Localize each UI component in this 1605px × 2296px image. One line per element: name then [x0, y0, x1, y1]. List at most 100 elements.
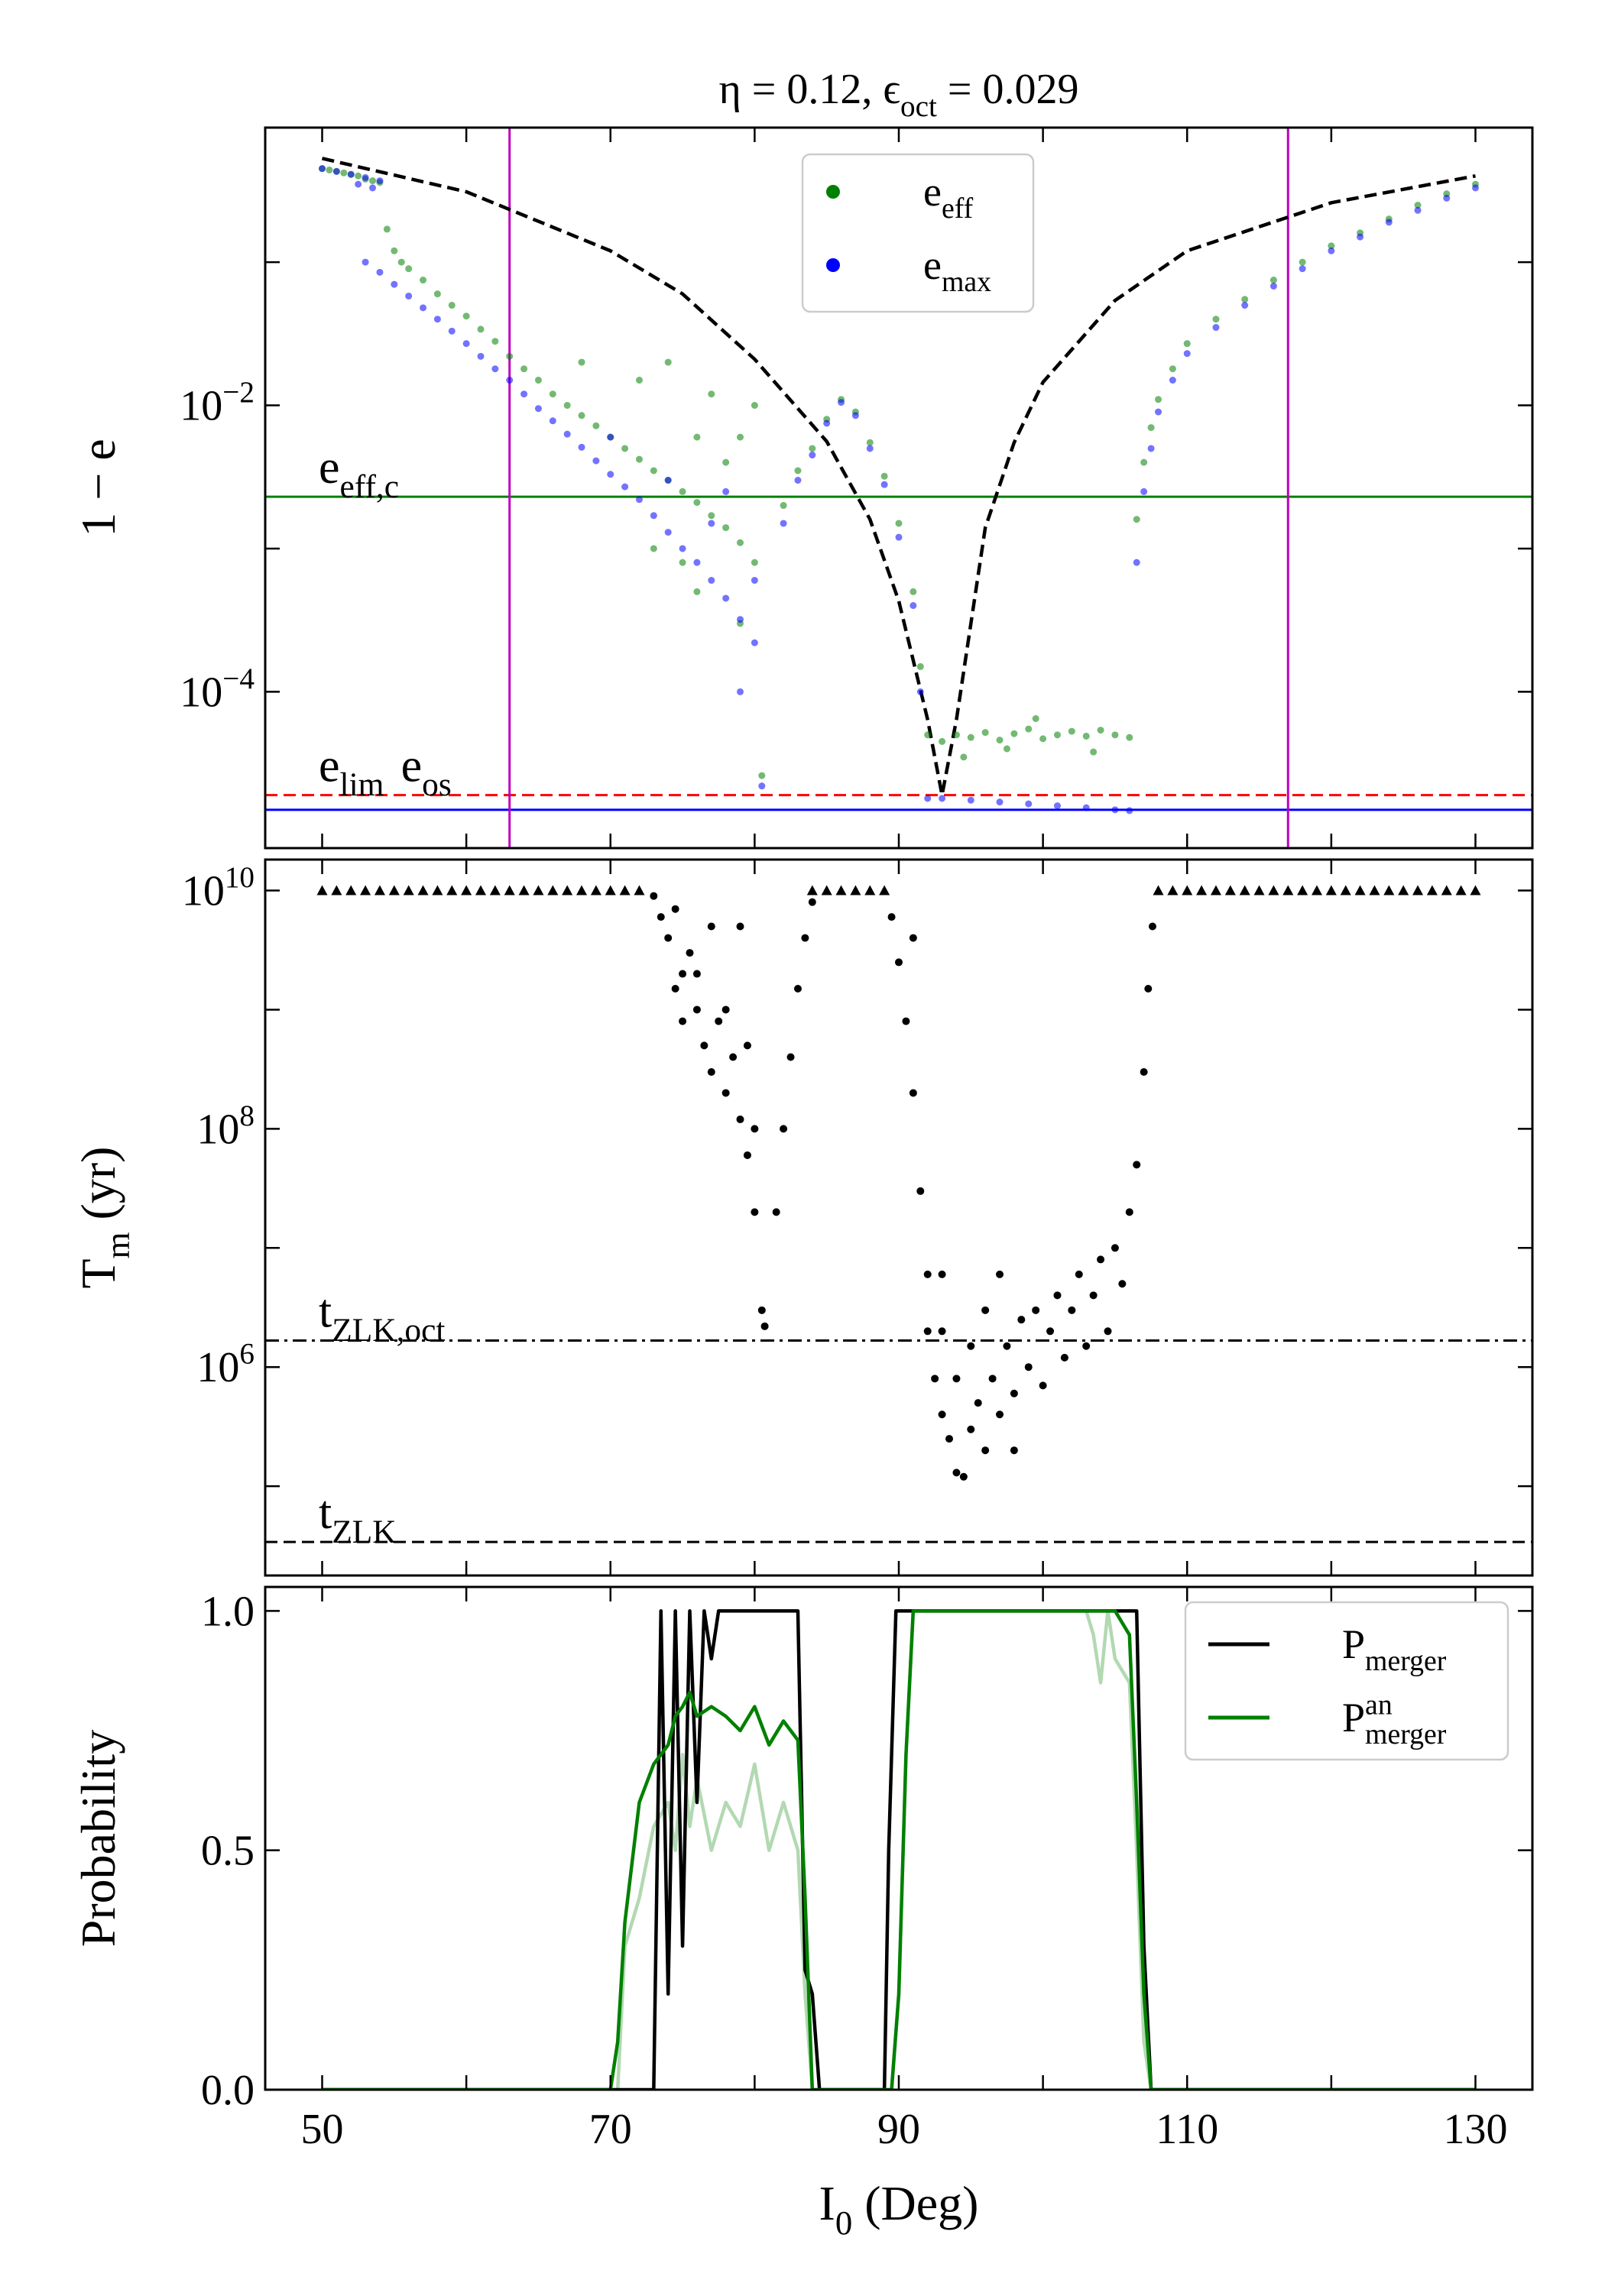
- point: [664, 477, 672, 484]
- point: [650, 512, 657, 520]
- triangle-point: [576, 885, 588, 895]
- point: [736, 922, 744, 931]
- point: [391, 280, 398, 288]
- point: [707, 922, 715, 931]
- point: [909, 602, 917, 610]
- triangle-point: [489, 885, 501, 895]
- point: [737, 616, 744, 623]
- point: [938, 1410, 946, 1419]
- axes-frame: [264, 1585, 1534, 2091]
- panel: Tm (yr) 1010 108 106 tZLK,oct tZLK: [71, 858, 1534, 1577]
- point: [988, 1375, 997, 1383]
- point: [1111, 806, 1119, 814]
- point: [1039, 1381, 1047, 1390]
- point: [938, 1270, 946, 1278]
- y-tick-label: 108: [196, 1099, 255, 1154]
- point: [1104, 1327, 1112, 1336]
- point: [809, 452, 816, 459]
- point: [851, 412, 859, 419]
- panel: η = 0.12, ϵoct = 0.029 1 − e 10−2 10−4 eeff,…: [71, 66, 1534, 850]
- point: [895, 520, 903, 527]
- triangle-point: [1167, 885, 1179, 895]
- point: [793, 985, 802, 993]
- triangle-point: [1340, 885, 1351, 895]
- point: [376, 268, 384, 276]
- point: [376, 177, 384, 185]
- triangle-point: [1239, 885, 1250, 895]
- point: [967, 1425, 975, 1433]
- point: [679, 1017, 687, 1025]
- point: [895, 958, 903, 967]
- point: [405, 265, 413, 273]
- point: [635, 377, 643, 384]
- point: [1010, 730, 1018, 737]
- point: [397, 258, 405, 266]
- point: [715, 1017, 723, 1025]
- point: [433, 290, 441, 298]
- point: [722, 458, 730, 466]
- triangle-point: [1412, 885, 1424, 895]
- point: [1068, 1306, 1076, 1314]
- legend-label: emax: [923, 242, 991, 298]
- point: [635, 496, 643, 504]
- point: [664, 934, 673, 942]
- point: [931, 1375, 939, 1383]
- point: [506, 352, 514, 360]
- point: [945, 1435, 954, 1443]
- point: [895, 533, 903, 541]
- point: [679, 970, 687, 978]
- point: [708, 512, 715, 520]
- reference-label: elim: [319, 740, 384, 804]
- point: [751, 559, 758, 566]
- reference-label: tZLK: [319, 1487, 397, 1550]
- point: [1111, 731, 1119, 739]
- triangle-point: [403, 885, 414, 895]
- point: [974, 1399, 982, 1407]
- triangle-point: [605, 885, 616, 895]
- point: [693, 433, 701, 441]
- legend-swatch: [826, 185, 840, 199]
- point: [960, 753, 968, 761]
- point: [462, 340, 470, 348]
- triangle-point: [1426, 885, 1438, 895]
- point: [1269, 277, 1277, 284]
- point: [347, 170, 355, 178]
- point: [996, 737, 1004, 744]
- point: [650, 467, 657, 474]
- point: [880, 481, 888, 488]
- triangle-point: [547, 885, 559, 895]
- y-tick-label: 0.5: [201, 1828, 255, 1875]
- point: [780, 1125, 788, 1133]
- point: [1155, 396, 1162, 403]
- point: [607, 433, 614, 441]
- point: [1017, 1316, 1026, 1324]
- point: [1299, 258, 1306, 266]
- triangle-point: [1153, 885, 1164, 895]
- triangle-point: [533, 885, 544, 895]
- point: [1385, 219, 1393, 226]
- line-series: [321, 157, 1476, 797]
- point: [1140, 458, 1148, 466]
- triangle-point: [806, 885, 818, 895]
- point: [880, 472, 888, 480]
- triangle-point: [1312, 885, 1323, 895]
- point: [758, 772, 766, 779]
- point: [420, 277, 427, 284]
- legend-label: Pan merger: [1342, 1689, 1447, 1750]
- y-tick-label: 106: [196, 1338, 255, 1392]
- point: [722, 524, 730, 532]
- point: [838, 399, 845, 406]
- point: [1212, 316, 1220, 323]
- point: [578, 358, 585, 366]
- point: [996, 1410, 1004, 1419]
- legend-swatch: [826, 258, 840, 272]
- point: [1147, 424, 1155, 432]
- plot-area: [322, 1609, 1476, 2090]
- triangle-point: [1383, 885, 1395, 895]
- point: [808, 898, 816, 906]
- point: [549, 390, 556, 398]
- point: [1111, 1244, 1119, 1252]
- point: [967, 733, 974, 741]
- point: [1147, 445, 1155, 452]
